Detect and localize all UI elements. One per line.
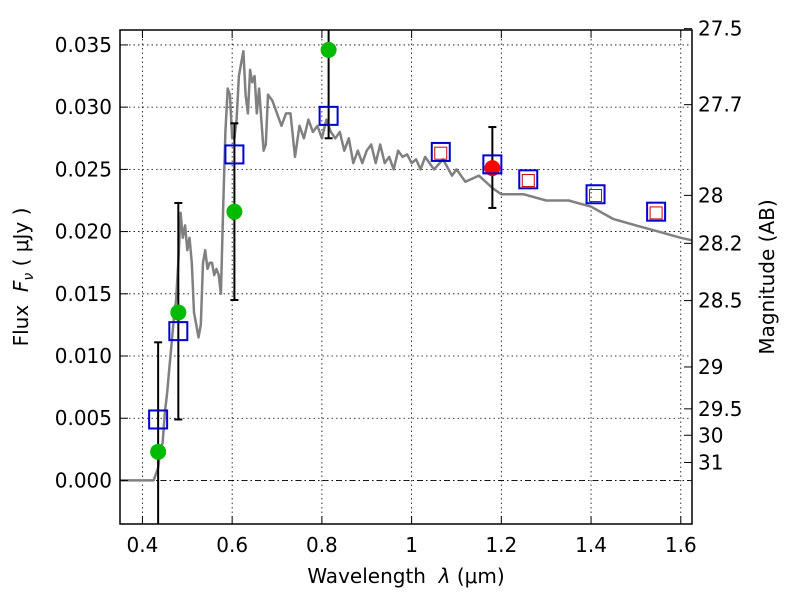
model-spectrum-line: [120, 49, 693, 482]
mag-tick-label: 27.5: [698, 17, 743, 41]
inner-band-marker: [521, 174, 535, 188]
model-band-marker: [318, 105, 339, 126]
y-tick-label: 0.030: [55, 95, 112, 119]
x-tick-label: 0.6: [216, 533, 248, 557]
model-band-marker: [518, 169, 539, 190]
observed-point: [226, 203, 243, 220]
inner-band-marker: [589, 188, 603, 202]
model-band-marker: [168, 321, 189, 342]
mag-tick-label: 29: [698, 355, 723, 379]
x-tick-label: 1.2: [485, 533, 517, 557]
y-tick-label: 0.010: [55, 344, 112, 368]
inner-band-marker: [434, 146, 448, 160]
x-tick-label: 0.4: [127, 533, 159, 557]
plot-frame: [119, 29, 693, 525]
x-tick-label: 1.6: [665, 533, 697, 557]
series-layer: [120, 30, 693, 524]
mag-tick-label: 28: [698, 183, 723, 207]
x-tick-label: 1.4: [575, 533, 607, 557]
observed-point: [150, 443, 167, 460]
highlight-point: [484, 160, 501, 177]
mag-tick-label: 27.7: [698, 93, 743, 117]
mag-tick-label: 28.5: [698, 289, 743, 313]
model-band-marker: [148, 409, 169, 430]
observed-point: [170, 304, 187, 321]
x-tick-label: 0.8: [306, 533, 338, 557]
y-tick-label: 0.025: [55, 157, 112, 181]
plot-background: [120, 30, 692, 524]
tick-marks: [120, 28, 692, 524]
y-tick-label: 0.035: [55, 33, 112, 57]
tick-labels: 0.4 0.6 0.8 1 1.2 1.4 1.6 0.000 0.005 0.010 0.015 0…: [55, 17, 743, 557]
y2-axis-title: Magnitude (AB): [755, 199, 779, 354]
model-band-marker: [585, 184, 606, 205]
inner-band-marker: [649, 206, 663, 220]
y-tick-label: 0.015: [55, 282, 112, 306]
y-axis-title: Flux Fν ( μJy ): [9, 208, 37, 347]
mag-tick-label: 30: [698, 423, 723, 447]
model-band-marker: [646, 201, 667, 222]
model-band-marker: [430, 141, 451, 162]
y-tick-label: 0.005: [55, 406, 112, 430]
y-tick-label: 0.000: [55, 468, 112, 492]
model-band-marker: [482, 154, 503, 175]
y-tick-label: 0.020: [55, 220, 112, 244]
x-axis-title: Wavelength λ (μm): [307, 564, 504, 588]
mag-tick-label: 31: [698, 450, 723, 474]
x-tick-label: 1: [405, 533, 418, 557]
mag-tick-label: 29.5: [698, 397, 743, 421]
mag-tick-label: 28.2: [698, 231, 743, 255]
model-band-marker: [224, 144, 245, 165]
observed-point: [320, 41, 337, 58]
